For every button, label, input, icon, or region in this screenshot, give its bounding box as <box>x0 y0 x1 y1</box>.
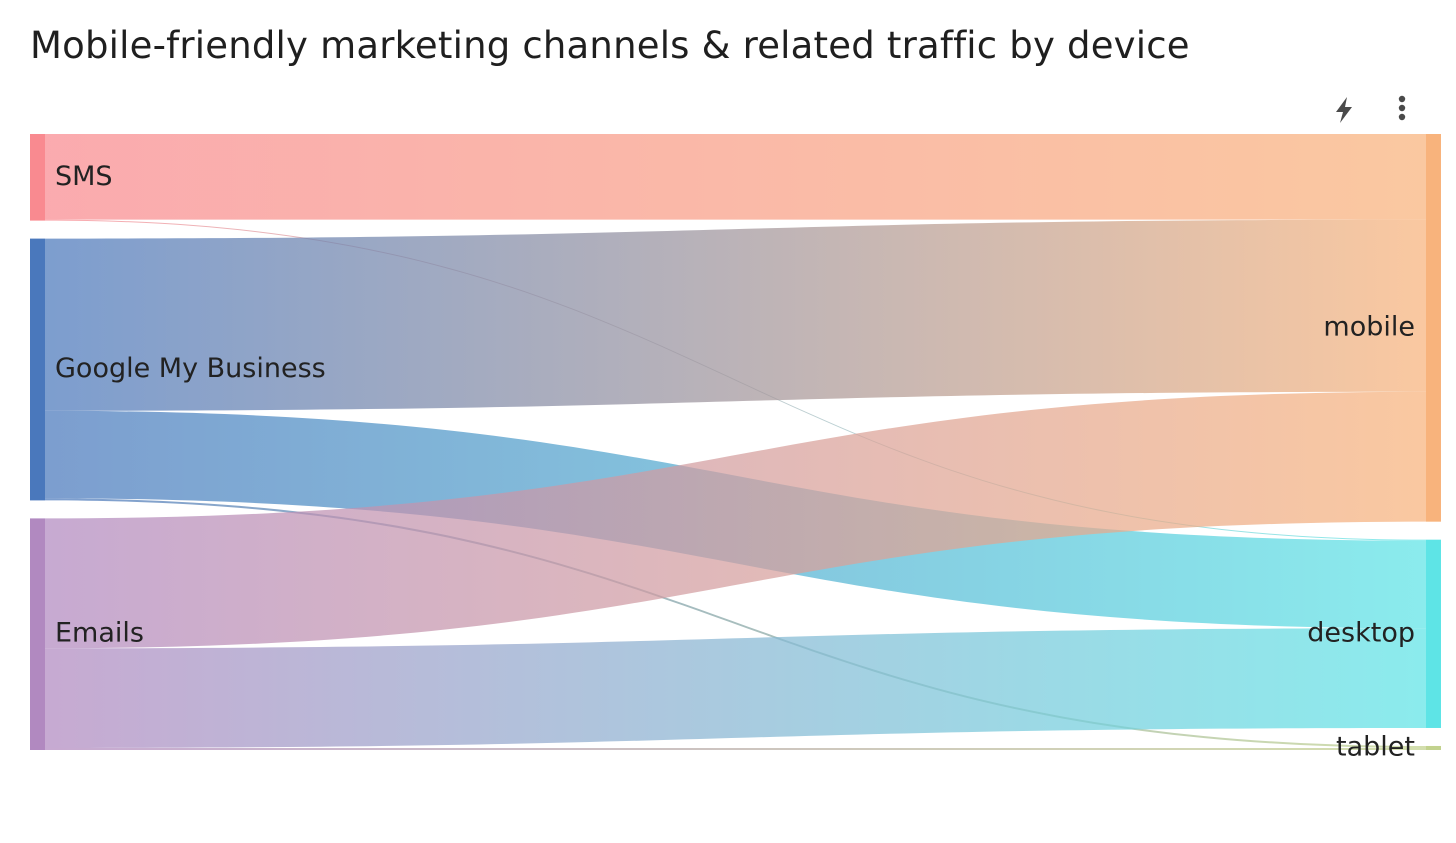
chart-toolbar <box>1320 90 1430 130</box>
node-label-tablet: tablet <box>1336 731 1415 762</box>
node-emails[interactable] <box>30 518 45 750</box>
node-label-sms: SMS <box>55 161 113 192</box>
link-google-my-business-to-tablet[interactable] <box>45 498 1426 748</box>
link-emails-to-mobile[interactable] <box>45 391 1426 649</box>
more-vertical-icon[interactable] <box>1382 90 1422 130</box>
link-emails-to-desktop[interactable] <box>45 628 1426 748</box>
label-layer: SMS Google My Business Emails mobile desktop… <box>55 161 1415 763</box>
lightning-icon[interactable] <box>1324 90 1364 130</box>
node-label-desktop: desktop <box>1307 617 1415 648</box>
node-label-mobile: mobile <box>1323 311 1415 342</box>
chart-title: Mobile-friendly marketing channels & rel… <box>30 24 1190 67</box>
link-emails-to-tablet[interactable] <box>45 747 1426 750</box>
node-layer <box>30 134 1441 750</box>
link-sms-to-mobile[interactable] <box>45 134 1426 220</box>
node-tablet[interactable] <box>1426 745 1441 750</box>
node-label-google-my-business: Google My Business <box>55 353 326 384</box>
node-desktop[interactable] <box>1426 539 1441 728</box>
link-google-my-business-to-mobile[interactable] <box>45 219 1426 411</box>
link-layer <box>45 134 1426 750</box>
node-label-emails: Emails <box>55 618 144 649</box>
node-google-my-business[interactable] <box>30 238 45 501</box>
node-sms[interactable] <box>30 134 45 221</box>
node-mobile[interactable] <box>1426 134 1441 522</box>
